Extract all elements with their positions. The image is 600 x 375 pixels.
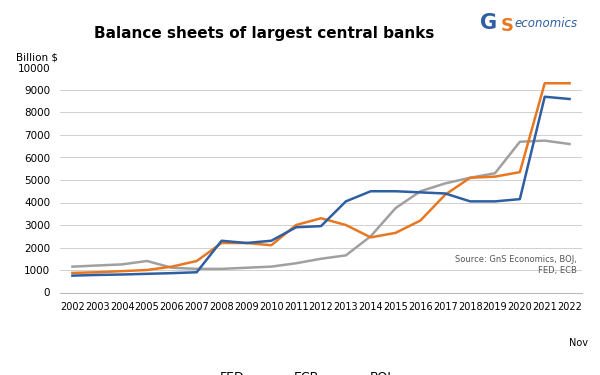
ECB	[317, 216, 325, 220]
FED	[268, 238, 275, 243]
BOJ	[367, 234, 374, 238]
FED	[342, 199, 349, 204]
Text: G: G	[480, 13, 497, 33]
BOJ	[69, 264, 76, 269]
BOJ	[516, 140, 523, 144]
BOJ	[342, 253, 349, 258]
BOJ	[243, 266, 250, 270]
FED	[491, 199, 499, 204]
ECB	[392, 231, 399, 235]
Text: S: S	[501, 17, 514, 35]
Text: economics: economics	[515, 17, 578, 30]
BOJ	[218, 267, 225, 271]
ECB	[342, 223, 349, 227]
FED	[467, 199, 474, 204]
BOJ	[442, 181, 449, 186]
ECB	[467, 176, 474, 180]
BOJ	[566, 142, 573, 146]
FED	[392, 189, 399, 194]
FED	[367, 189, 374, 194]
FED	[293, 225, 300, 230]
ECB	[442, 192, 449, 197]
FED	[218, 238, 225, 243]
BOJ	[119, 262, 126, 267]
ECB	[417, 218, 424, 223]
ECB	[491, 174, 499, 179]
Text: Balance sheets of largest central banks: Balance sheets of largest central banks	[94, 26, 434, 41]
ECB	[367, 235, 374, 240]
ECB	[243, 241, 250, 245]
BOJ	[392, 206, 399, 210]
BOJ	[268, 264, 275, 269]
FED	[193, 270, 200, 274]
Text: Nov: Nov	[569, 338, 589, 348]
FED	[317, 224, 325, 228]
ECB	[516, 170, 523, 174]
Text: Billion $: Billion $	[16, 53, 58, 63]
BOJ	[293, 261, 300, 266]
ECB	[94, 270, 101, 274]
ECB	[268, 243, 275, 248]
FED	[442, 191, 449, 196]
ECB	[193, 259, 200, 263]
Line: ECB: ECB	[73, 83, 569, 273]
BOJ	[467, 176, 474, 180]
ECB	[293, 223, 300, 227]
Text: Source: GnS Economics, BOJ,
FED, ECB: Source: GnS Economics, BOJ, FED, ECB	[455, 255, 577, 274]
FED	[541, 94, 548, 99]
FED	[143, 272, 151, 276]
BOJ	[317, 256, 325, 261]
FED	[94, 273, 101, 277]
ECB	[119, 269, 126, 273]
FED	[243, 241, 250, 245]
FED	[69, 273, 76, 278]
ECB	[143, 268, 151, 272]
BOJ	[193, 267, 200, 271]
BOJ	[94, 263, 101, 268]
BOJ	[541, 138, 548, 143]
FED	[566, 97, 573, 101]
FED	[516, 197, 523, 201]
Legend: FED, ECB, BOJ: FED, ECB, BOJ	[183, 366, 396, 375]
Line: FED: FED	[73, 97, 569, 276]
ECB	[218, 241, 225, 245]
ECB	[566, 81, 573, 86]
BOJ	[143, 259, 151, 263]
FED	[168, 271, 175, 275]
ECB	[69, 271, 76, 275]
ECB	[541, 81, 548, 86]
BOJ	[168, 266, 175, 270]
FED	[119, 272, 126, 277]
ECB	[168, 264, 175, 269]
Line: BOJ: BOJ	[73, 141, 569, 269]
BOJ	[417, 189, 424, 194]
BOJ	[491, 171, 499, 176]
FED	[417, 190, 424, 195]
